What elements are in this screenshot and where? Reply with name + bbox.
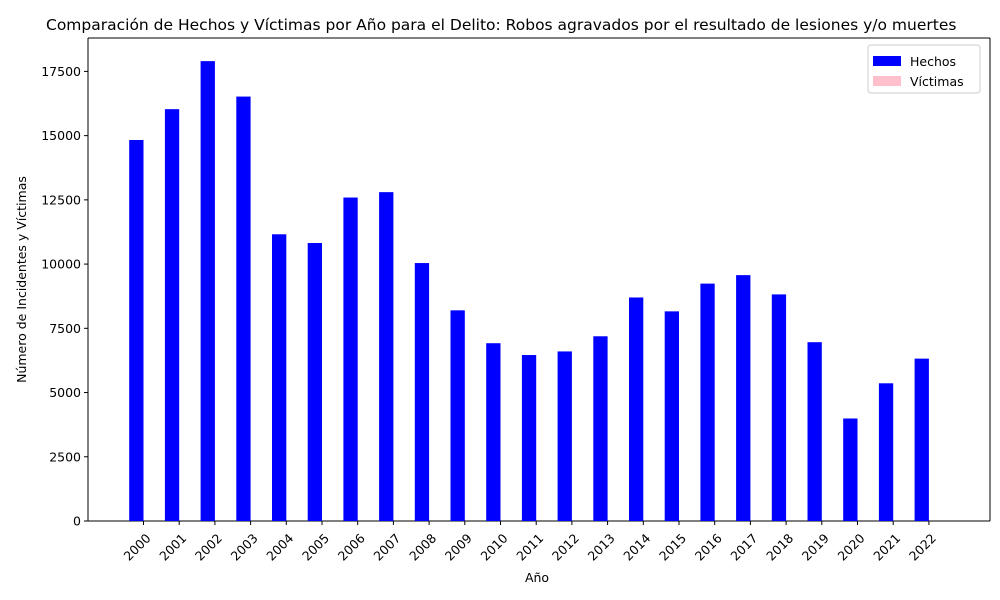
bars-group <box>129 61 929 522</box>
y-axis: 0 2500 5000 7500 10000 12500 15000 17500 <box>41 64 88 529</box>
bar-hechos-2002 <box>200 61 215 521</box>
bar-hechos-2016 <box>700 283 715 521</box>
y-tick-label: 2500 <box>49 449 81 464</box>
bar-hechos-2014 <box>629 297 644 521</box>
y-axis-label: Número de Incidentes y Víctimas <box>14 176 29 383</box>
bar-hechos-2001 <box>164 109 180 521</box>
y-tick-label: 0 <box>73 514 81 529</box>
bar-hechos-2019 <box>807 342 822 521</box>
y-tick-label: 7500 <box>49 321 81 336</box>
bar-hechos-2006 <box>343 197 358 522</box>
bar-hechos-2008 <box>414 263 430 521</box>
bar-hechos-2011 <box>521 355 537 521</box>
bar-hechos-2018 <box>771 294 787 521</box>
bar-hechos-2012 <box>557 351 572 521</box>
bar-hechos-2004 <box>272 234 287 522</box>
bar-hechos-2000 <box>129 139 144 521</box>
y-tick-label: 10000 <box>41 257 81 272</box>
bar-hechos-2003 <box>236 96 251 521</box>
chart-title: Comparación de Hechos y Víctimas por Año… <box>46 16 956 34</box>
bar-hechos-2017 <box>736 275 751 521</box>
bar-hechos-2005 <box>307 243 322 522</box>
bar-hechos-2013 <box>593 336 608 521</box>
bar-hechos-2009 <box>450 310 465 521</box>
y-tick-label: 5000 <box>49 385 81 400</box>
y-tick-label: 17500 <box>41 64 81 79</box>
bar-hechos-2022 <box>914 358 929 521</box>
legend: Hechos Víctimas <box>867 44 981 94</box>
y-tick-label: 12500 <box>41 192 81 207</box>
legend-swatch-hechos <box>873 56 901 66</box>
legend-label-victimas: Víctimas <box>910 74 964 89</box>
legend-swatch-victimas <box>873 76 901 86</box>
bar-hechos-2015 <box>664 311 679 521</box>
legend-label-hechos: Hechos <box>910 54 956 69</box>
bar-hechos-2021 <box>878 383 894 521</box>
bar-hechos-2020 <box>843 418 858 521</box>
bar-hechos-2010 <box>486 343 501 521</box>
y-tick-label: 15000 <box>41 128 81 143</box>
bar-hechos-2007 <box>379 192 394 522</box>
x-axis-label: Año <box>525 570 549 585</box>
